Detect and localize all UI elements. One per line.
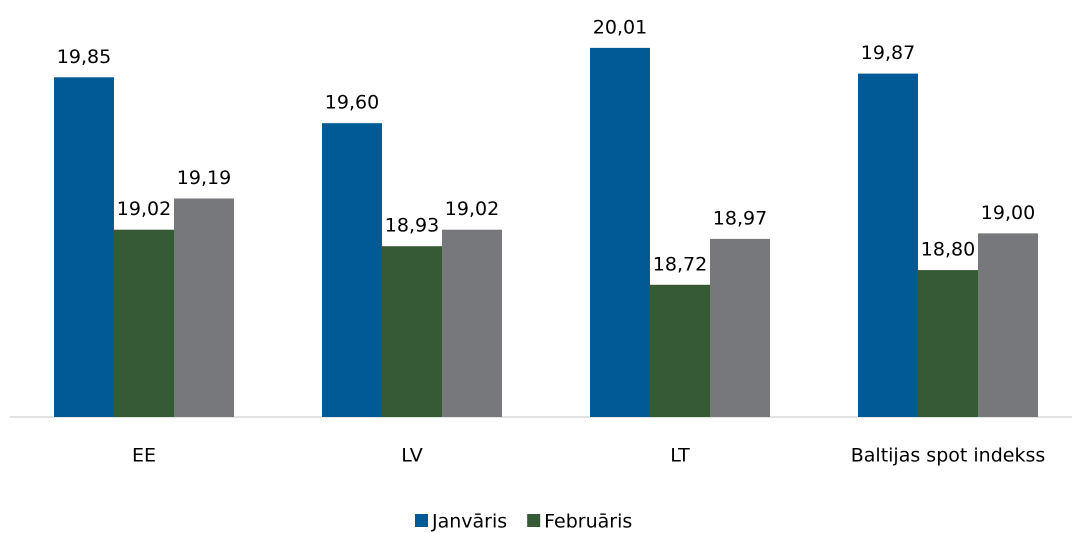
legend-swatch [415, 514, 428, 527]
x-tick-label: EE [132, 445, 156, 467]
bar [114, 229, 174, 417]
value-label: 19,85 [57, 46, 111, 68]
legend-swatch [527, 514, 541, 527]
bar [978, 233, 1038, 417]
bar [918, 270, 978, 417]
bar [858, 73, 918, 417]
bar [54, 77, 114, 417]
bar [174, 198, 234, 417]
value-label: 19,60 [325, 92, 379, 114]
value-label: 18,97 [713, 207, 767, 229]
legend-label: Februāris [544, 511, 632, 533]
value-label: 20,01 [593, 16, 647, 38]
value-label: 19,02 [117, 198, 171, 220]
bar [382, 246, 442, 417]
bar [710, 238, 770, 417]
value-label: 18,72 [653, 253, 707, 275]
value-label: 18,93 [385, 215, 439, 237]
bar [322, 123, 382, 417]
value-label: 19,87 [861, 42, 915, 64]
value-label: 19,19 [177, 167, 231, 189]
x-tick-label: Baltijas spot indekss [851, 445, 1046, 467]
x-tick-label: LV [401, 445, 423, 467]
bar [590, 47, 650, 418]
bar [650, 284, 710, 417]
value-label: 18,80 [921, 239, 975, 261]
bar [442, 229, 502, 417]
value-label: 19,00 [981, 202, 1035, 224]
x-tick-label: LT [670, 445, 690, 467]
legend-label: Janvāris [431, 511, 507, 533]
value-label: 19,02 [445, 198, 499, 220]
